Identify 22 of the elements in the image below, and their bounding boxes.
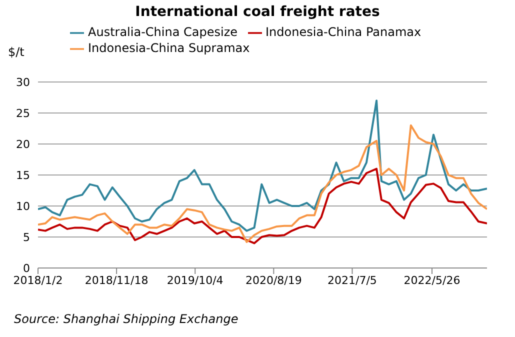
x-tick-label: 2019/10/4 [166,274,224,287]
y-tick-label: 15 [16,168,30,182]
line-series [38,100,487,232]
y-tick-label: 5 [23,230,30,244]
legend-label: Indonesia-China Supramax [88,41,250,55]
source-note: Source: Shanghai Shipping Exchange [14,312,238,326]
line-series [38,168,487,244]
x-tick-label: 2018/11/18 [84,274,148,287]
line-series [38,124,487,243]
y-axis-title: $/t [8,45,24,59]
x-tick-label: 2022/5/26 [404,274,460,287]
legend-label: Indonesia-China Panamax [266,25,422,39]
y-tick-label: 10 [16,200,30,213]
x-tick-label: 2021/7/5 [328,274,377,287]
y-tick-label: 25 [16,106,30,120]
legend-label: Australia-China Capesize [88,25,238,39]
y-tick-label: 30 [16,76,30,89]
y-tick-label: 0 [23,262,30,275]
x-tick-label: 2020/8/19 [245,274,302,287]
chart-title: International coal freight rates [134,4,381,20]
x-tick-label: 2018/1/2 [13,274,63,287]
y-tick-label: 20 [16,138,30,151]
